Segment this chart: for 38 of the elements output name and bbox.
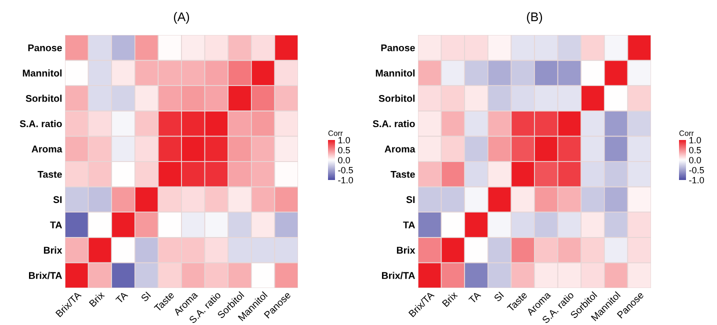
- y-tick-label: Brix/TA: [29, 272, 62, 280]
- x-tick-label: Brix: [442, 290, 458, 308]
- y-tick-label: S.A. ratio: [20, 120, 62, 128]
- x-tick-label: Brix: [88, 290, 105, 308]
- color-bar-label: -0.5: [338, 166, 353, 174]
- y-tick-label: Mannitol: [22, 69, 62, 77]
- y-tick-label: Aroma: [32, 146, 62, 152]
- color-bar-label: -0.5: [689, 166, 704, 174]
- x-tick-label: TA: [468, 291, 482, 304]
- x-tick-label: SI: [494, 292, 504, 302]
- y-tick-label: TA: [403, 222, 415, 228]
- color-bar-label: 0.5: [338, 146, 350, 154]
- x-tick-label: TA: [115, 291, 128, 304]
- y-tick-label: SI: [53, 196, 62, 204]
- color-bar-label: 0.0: [689, 156, 701, 164]
- color-bar-label: 1.0: [689, 136, 701, 144]
- y-tick-label: Mannitol: [376, 69, 415, 77]
- color-bar-label: 0.5: [689, 146, 701, 154]
- y-tick-label: Taste: [390, 170, 415, 178]
- color-bar-label: -1.0: [689, 176, 704, 184]
- color-bar-label: -1.0: [338, 176, 353, 184]
- y-tick-label: Sorbitol: [378, 94, 415, 102]
- x-tick-label: SI: [140, 292, 151, 302]
- y-tick-label: Taste: [38, 170, 62, 178]
- y-tick-label: Brix: [44, 246, 62, 254]
- y-tick-label: Brix: [396, 246, 416, 254]
- y-tick-label: SI: [406, 196, 415, 204]
- color-bar-label: 1.0: [338, 136, 350, 144]
- y-tick-label: S.A. ratio: [372, 120, 415, 128]
- chart-title: (B): [526, 12, 542, 24]
- y-tick-label: Panose: [381, 44, 415, 52]
- chart-title: (A): [174, 12, 190, 24]
- y-tick-label: Sorbitol: [26, 94, 62, 102]
- y-tick-label: TA: [50, 222, 62, 228]
- y-tick-label: Panose: [28, 44, 62, 52]
- color-bar-label: 0.0: [338, 156, 350, 164]
- y-tick-label: Brix/TA: [382, 272, 415, 280]
- y-tick-label: Aroma: [384, 146, 416, 152]
